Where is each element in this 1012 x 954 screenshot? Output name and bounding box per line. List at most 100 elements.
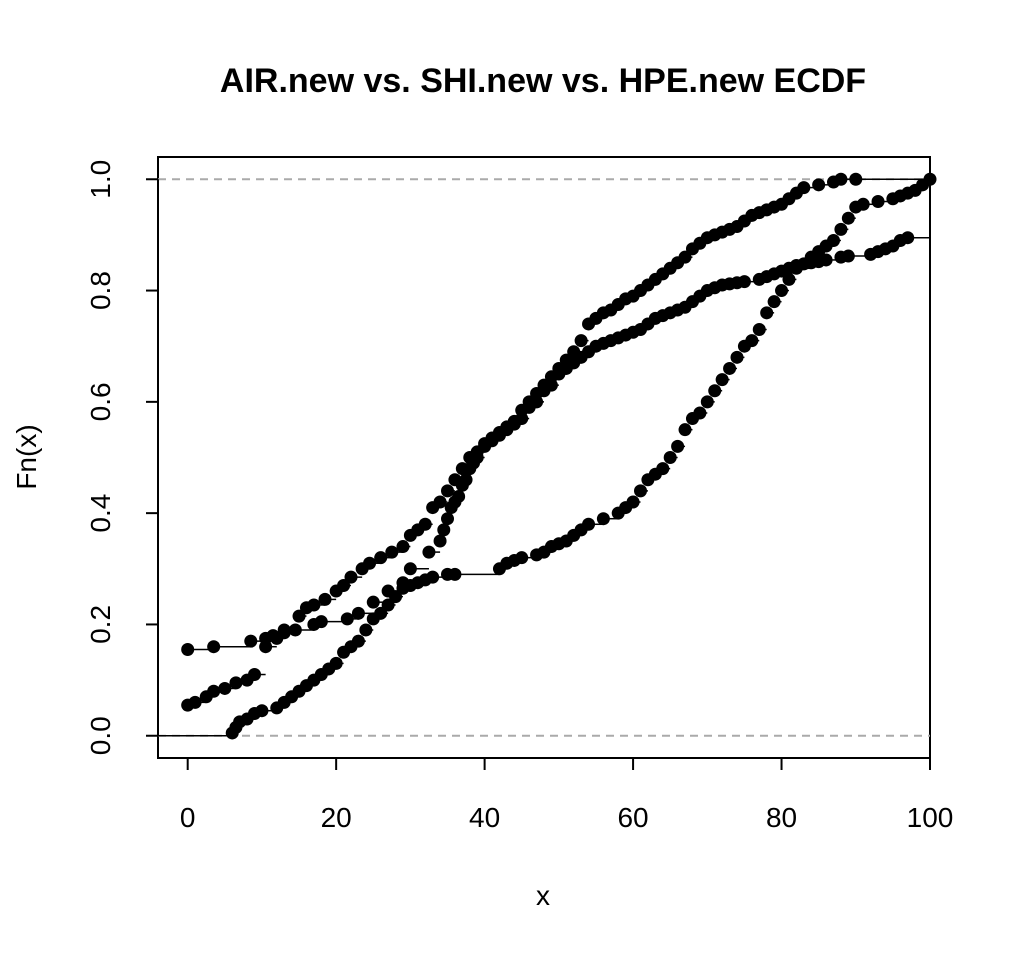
data-point	[437, 523, 451, 537]
data-point	[374, 606, 388, 620]
data-point	[351, 634, 365, 648]
data-point	[693, 406, 707, 420]
data-point	[834, 172, 848, 186]
data-point	[834, 222, 848, 236]
y-tick-label: 0.0	[85, 716, 116, 755]
data-point	[841, 249, 855, 263]
data-point	[671, 439, 685, 453]
data-point	[856, 197, 870, 211]
data-point	[314, 615, 328, 629]
data-point	[812, 178, 826, 192]
data-point	[207, 684, 221, 698]
x-tick-label: 0	[180, 802, 196, 833]
data-point	[515, 412, 529, 426]
data-point	[244, 634, 258, 648]
x-tick-label: 60	[617, 802, 648, 833]
data-point	[207, 640, 221, 654]
data-point	[752, 323, 766, 337]
y-tick-label: 0.6	[85, 382, 116, 421]
data-point	[403, 562, 417, 576]
data-point	[849, 172, 863, 186]
data-point	[626, 495, 640, 509]
data-point	[389, 590, 403, 604]
data-point	[255, 704, 269, 718]
data-point	[596, 512, 610, 526]
data-point	[340, 612, 354, 626]
data-point	[422, 545, 436, 559]
data-point	[582, 517, 596, 531]
y-tick-label: 1.0	[85, 160, 116, 199]
data-point	[218, 681, 232, 695]
data-point	[181, 642, 195, 656]
y-tick-label: 0.4	[85, 494, 116, 533]
x-tick-label: 80	[766, 802, 797, 833]
data-point	[426, 570, 440, 584]
data-point	[396, 540, 410, 554]
data-point	[248, 668, 261, 682]
data-point	[229, 676, 243, 690]
data-point	[351, 606, 365, 620]
data-point	[266, 629, 280, 643]
data-point	[782, 272, 796, 286]
data-point	[544, 378, 558, 392]
y-axis: 0.0 0.2 0.4 0.6 0.8 1.0	[85, 160, 159, 755]
data-point	[374, 551, 388, 565]
data-point	[923, 172, 937, 186]
data-point	[452, 489, 466, 503]
data-point	[656, 462, 670, 476]
data-point	[797, 181, 811, 195]
data-point	[841, 211, 855, 225]
data-point	[745, 334, 759, 348]
data-point	[515, 551, 529, 565]
data-point	[730, 350, 744, 364]
data-point	[418, 517, 432, 531]
data-point	[708, 384, 722, 398]
data-point	[470, 451, 484, 464]
y-tick-label: 0.8	[85, 271, 116, 310]
data-point	[307, 598, 321, 612]
data-point	[789, 261, 803, 275]
data-point	[366, 595, 380, 609]
data-point	[337, 578, 351, 592]
data-point	[700, 395, 714, 409]
x-tick-label: 40	[469, 802, 500, 833]
data-point	[737, 275, 751, 289]
data-point	[359, 623, 373, 637]
data-point	[433, 534, 447, 548]
data-point	[292, 609, 306, 623]
data-point	[530, 395, 544, 409]
data-point	[634, 484, 647, 498]
data-point	[344, 570, 358, 584]
data-points	[181, 172, 937, 740]
data-point	[381, 598, 395, 612]
y-tick-label: 0.2	[85, 605, 116, 644]
data-point	[819, 253, 833, 267]
data-point	[715, 373, 729, 387]
data-point	[901, 231, 915, 245]
data-point	[329, 656, 343, 670]
data-point	[188, 695, 202, 709]
data-point	[448, 567, 462, 581]
x-tick-label: 100	[907, 802, 954, 833]
x-tick-label: 20	[321, 802, 352, 833]
x-axis: 0 20 40 60 80 100	[180, 757, 954, 833]
data-point	[385, 545, 399, 559]
chart-title: AIR.new vs. SHI.new vs. HPE.new ECDF	[220, 62, 866, 100]
reference-lines	[158, 178, 930, 737]
y-axis-label: Fn(x)	[11, 424, 42, 489]
data-point	[760, 306, 774, 320]
data-point	[663, 451, 677, 464]
data-point	[827, 233, 840, 247]
data-point	[433, 495, 447, 509]
data-point	[288, 623, 302, 637]
data-point	[775, 284, 789, 298]
x-axis-label: x	[536, 880, 550, 911]
data-point	[441, 484, 454, 498]
data-point	[723, 361, 737, 375]
data-point	[767, 295, 781, 309]
data-point	[678, 423, 692, 437]
data-point	[871, 195, 885, 209]
data-point	[678, 250, 692, 264]
data-point	[277, 626, 291, 640]
